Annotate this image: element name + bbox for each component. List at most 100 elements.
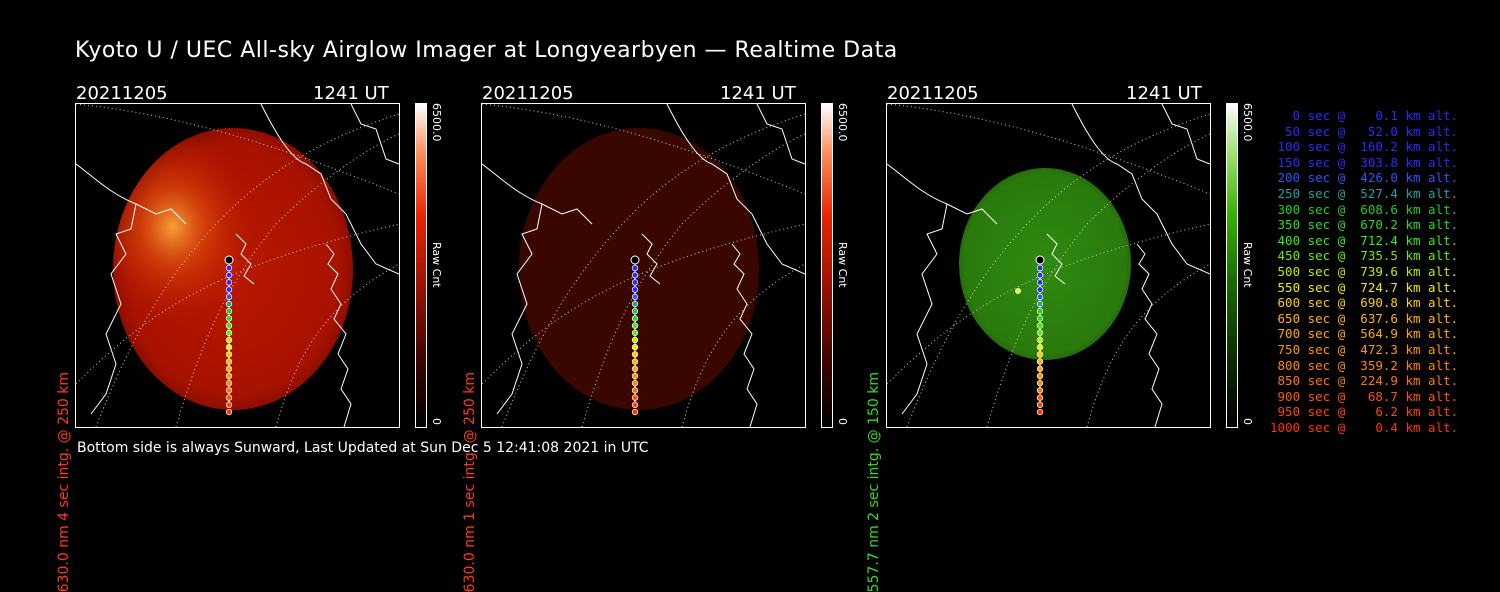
trajectory-point [631, 293, 639, 300]
trajectory-point [631, 315, 639, 322]
trajectory-point [631, 279, 639, 286]
panel2-image [481, 103, 806, 428]
trajectory-point [1036, 308, 1044, 315]
trajectory-point [1036, 351, 1044, 358]
panel3-colorbar [1226, 103, 1238, 428]
trajectory-point [225, 408, 233, 416]
legend-row: 800 sec @ 359.2 km alt. [1270, 357, 1459, 373]
panel2-time: 1241 UT [720, 83, 796, 104]
trajectory-markers [224, 255, 234, 416]
trajectory-point [225, 344, 233, 351]
panel2-cbar-min: 0 [836, 418, 849, 425]
panel3-allsky-map [887, 104, 1210, 427]
legend-row: 100 sec @ 160.2 km alt. [1270, 139, 1459, 155]
trajectory-point [631, 300, 639, 308]
panel3-cbar-unit: Raw Cnt [1241, 242, 1254, 288]
trajectory-point [225, 401, 233, 408]
legend-row: 300 sec @ 608.6 km alt. [1270, 201, 1459, 217]
panel3-cbar-min: 0 [1241, 418, 1254, 425]
legend-row: 750 sec @ 472.3 km alt. [1270, 341, 1459, 357]
trajectory-point [631, 351, 639, 358]
trajectory-point [631, 380, 639, 387]
legend-row: 450 sec @ 735.5 km alt. [1270, 248, 1459, 264]
trajectory-point [1036, 300, 1044, 308]
trajectory-point [1036, 315, 1044, 322]
footer-note: Bottom side is always Sunward, Last Upda… [77, 440, 649, 456]
trajectory-point [631, 387, 639, 394]
panel3-image [886, 103, 1211, 428]
trajectory-point [225, 264, 233, 272]
panel1-colorbar [415, 103, 427, 428]
trajectory-point [1036, 329, 1044, 336]
legend-row: 400 sec @ 712.4 km alt. [1270, 232, 1459, 248]
legend-row: 600 sec @ 690.8 km alt. [1270, 295, 1459, 311]
legend-row: 250 sec @ 527.4 km alt. [1270, 185, 1459, 201]
trajectory-point [225, 322, 233, 329]
panel1-allsky-map [76, 104, 399, 427]
legend-row: 650 sec @ 637.6 km alt. [1270, 310, 1459, 326]
trajectory-point [225, 315, 233, 322]
page-title: Kyoto U / UEC All-sky Airglow Imager at … [75, 38, 898, 63]
trajectory-point [631, 264, 639, 272]
trajectory-point [1036, 408, 1044, 416]
trajectory-point [225, 293, 233, 300]
trajectory-point [631, 322, 639, 329]
trajectory-point [225, 272, 233, 279]
panel1-cbar-unit: Raw Cnt [430, 242, 443, 288]
trajectory-point [631, 336, 639, 344]
panel3-time: 1241 UT [1126, 83, 1202, 104]
trajectory-point [631, 329, 639, 336]
trajectory-point [1036, 358, 1044, 365]
panel1-image [75, 103, 400, 428]
trajectory-point [631, 272, 639, 279]
legend-row: 900 sec @ 68.7 km alt. [1270, 388, 1459, 404]
legend-row: 200 sec @ 426.0 km alt. [1270, 170, 1459, 186]
trajectory-point [225, 329, 233, 336]
trajectory-point [631, 365, 639, 372]
trajectory-point [1036, 380, 1044, 387]
trajectory-point [631, 344, 639, 351]
trajectory-point [225, 380, 233, 387]
legend-row: 350 sec @ 670.2 km alt. [1270, 217, 1459, 233]
legend-row: 150 sec @ 303.8 km alt. [1270, 154, 1459, 170]
trajectory-point [631, 308, 639, 315]
trajectory-point [1036, 286, 1044, 293]
trajectory-markers [1035, 255, 1045, 416]
trajectory-point [225, 279, 233, 286]
trajectory-point [1036, 336, 1044, 344]
trajectory-point [1036, 394, 1044, 401]
panel1-cbar-max: 6500.0 [430, 103, 443, 142]
legend-row: 550 sec @ 724.7 km alt. [1270, 279, 1459, 295]
legend-row: 50 sec @ 52.0 km alt. [1270, 123, 1459, 139]
legend-row: 1000 sec @ 0.4 km alt. [1270, 419, 1459, 435]
trajectory-start-marker [1035, 255, 1045, 265]
trajectory-point [225, 372, 233, 380]
trajectory-start-marker [630, 255, 640, 265]
trajectory-markers [630, 255, 640, 416]
trajectory-point [1036, 293, 1044, 300]
legend-row: 500 sec @ 739.6 km alt. [1270, 263, 1459, 279]
trajectory-point [225, 308, 233, 315]
trajectory-point [1036, 372, 1044, 380]
trajectory-point [1036, 322, 1044, 329]
trajectory-point [1036, 401, 1044, 408]
trajectory-point [225, 394, 233, 401]
panel1-date: 20211205 [76, 83, 168, 104]
trajectory-point [631, 358, 639, 365]
panel3-cbar-max: 6500.0 [1241, 103, 1254, 142]
legend-row: 0 sec @ 0.1 km alt. [1270, 108, 1459, 123]
trajectory-point [225, 358, 233, 365]
legend-row: 850 sec @ 224.9 km alt. [1270, 373, 1459, 389]
trajectory-point [225, 286, 233, 293]
panel2-allsky-map [482, 104, 805, 427]
trajectory-point [1036, 387, 1044, 394]
legend-row: 950 sec @ 6.2 km alt. [1270, 404, 1459, 420]
panel2-date: 20211205 [482, 83, 574, 104]
panel2-cbar-unit: Raw Cnt [836, 242, 849, 288]
panel1-time: 1241 UT [313, 83, 389, 104]
trajectory-point [225, 351, 233, 358]
altitude-legend: 0 sec @ 0.1 km alt. 50 sec @ 52.0 km alt… [1270, 108, 1459, 435]
trajectory-point [1036, 272, 1044, 279]
trajectory-point [1036, 279, 1044, 286]
trajectory-point [631, 372, 639, 380]
